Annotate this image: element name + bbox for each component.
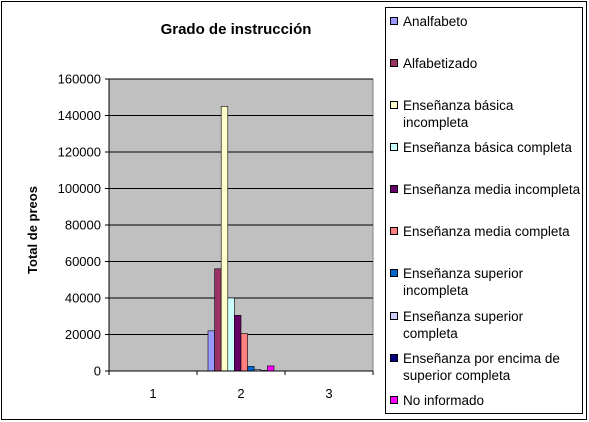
x-tick-label: 3 [325, 386, 332, 401]
legend-swatch [390, 312, 398, 320]
legend-swatch [390, 17, 398, 25]
y-tick-label: 0 [94, 364, 101, 379]
gridlines [109, 78, 373, 335]
legend-label: Enseñanza básica completa [403, 140, 572, 155]
y-axis-label: Total de preos [25, 186, 40, 274]
legend-label: Enseñanza superior incompleta [403, 266, 524, 298]
x-tick-label: 2 [237, 386, 244, 401]
legend-label: No informado [403, 393, 485, 408]
legend-swatch [390, 396, 398, 404]
legend-label: Enseñanza media completa [403, 224, 570, 239]
bar [234, 315, 242, 372]
legend-label: Alfabetizado [403, 56, 478, 71]
bar [267, 365, 275, 372]
bar [220, 106, 229, 372]
bar [214, 268, 222, 372]
y-tick-label: 80000 [65, 218, 101, 233]
legend-swatch [390, 59, 398, 67]
y-tick-label: 100000 [58, 181, 101, 196]
legend-swatch [390, 143, 398, 151]
bar [247, 366, 255, 372]
legend-swatch [390, 269, 398, 277]
y-tick-label: 160000 [58, 72, 101, 87]
bar [240, 333, 248, 372]
legend-label: Enseñanza por encima de superior complet… [403, 351, 560, 383]
legend-swatch [390, 354, 398, 362]
chart-canvas: Grado de instrucción 0 20000 40000 60000 800… [25, 21, 374, 401]
legend-label: Enseñanza media incompleta [403, 182, 581, 197]
legend-swatch [390, 101, 398, 109]
x-tick-label: 1 [149, 386, 156, 401]
y-tick-label: 60000 [65, 254, 101, 269]
y-tick-label: 20000 [65, 327, 101, 342]
chart-title: Grado de instrucción [161, 21, 312, 38]
y-tick-label: 120000 [58, 145, 101, 160]
legend-label: Analfabeto [403, 14, 468, 29]
legend-label: Enseñanza básica incompleta [403, 98, 514, 130]
y-tick-label: 140000 [58, 108, 101, 123]
chart-legend: Analfabeto Alfabetizado Enseñanza básica i… [385, 7, 583, 414]
legend-swatch [390, 227, 398, 235]
bar [227, 297, 235, 372]
legend-label: Enseñanza superior completa [403, 309, 524, 341]
legend-swatch [390, 185, 398, 193]
bar [207, 330, 215, 372]
x-axis-ticks: 1 2 3 [108, 371, 374, 401]
y-axis-ticks: 0 20000 40000 60000 80000 100000 120000 140000 1… [58, 72, 109, 379]
y-tick-label: 40000 [65, 291, 101, 306]
